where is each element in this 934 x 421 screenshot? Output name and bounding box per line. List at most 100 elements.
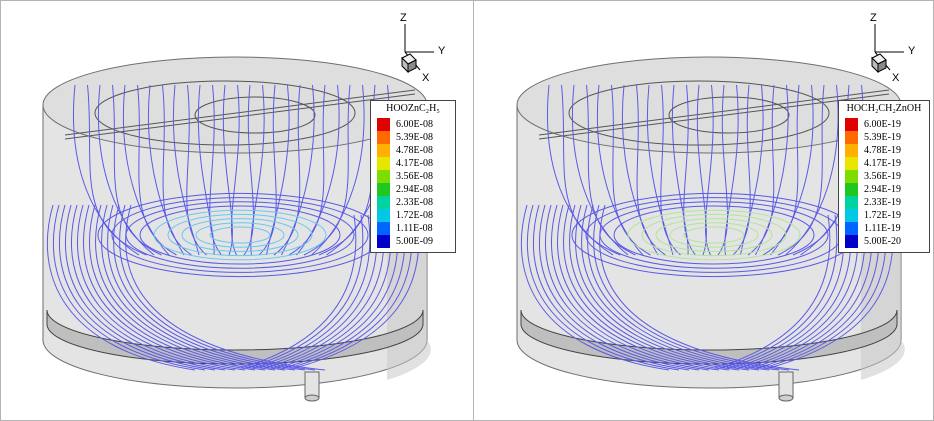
swirl-ring — [627, 209, 801, 261]
outlet-pipe — [304, 371, 320, 399]
streamline — [646, 84, 674, 256]
swirl-ring — [209, 226, 271, 244]
streamline — [95, 204, 276, 371]
streamline — [747, 84, 775, 256]
legend-value: 5.00E-09 — [396, 236, 433, 247]
legend-value: 5.39E-08 — [396, 132, 433, 143]
streamline — [125, 204, 326, 371]
axis-cube-front — [407, 59, 417, 73]
legend-level: 4.78E-08 — [371, 144, 455, 157]
streamline — [785, 84, 839, 256]
legend-swatch — [845, 170, 858, 183]
streamline — [252, 214, 371, 369]
streamline — [172, 84, 200, 256]
legend-level: 3.56E-19 — [839, 170, 929, 183]
streamline — [101, 204, 286, 371]
streamline — [70, 204, 236, 371]
legend-title: HOCH₂CH₂ZnOH — [846, 103, 922, 114]
legend-swatch — [377, 131, 390, 144]
contour-legend: HOCH₂CH₂ZnOH 6.00E-19 5.39E-19 4.78E-19 4.1… — [838, 100, 930, 253]
streamline — [732, 84, 751, 256]
streamline — [621, 84, 659, 256]
panel-divider — [473, 0, 474, 421]
legend-levels: 6.00E-08 5.39E-08 4.78E-08 4.17E-08 3.56E-08… — [371, 118, 455, 248]
legend-value: 1.72E-19 — [864, 210, 901, 221]
streamline — [119, 204, 316, 371]
streamline — [581, 204, 770, 371]
legend-swatch — [845, 235, 858, 248]
panel-right: Z Y X HOCH₂CH₂ZnOH 6.00E-19 5.39E-19 4.78E… — [474, 0, 934, 421]
streamline — [740, 84, 764, 256]
swirl-ring — [139, 205, 341, 265]
streamline — [288, 84, 326, 256]
streamline — [52, 204, 206, 371]
legend-value: 6.00E-08 — [396, 119, 433, 130]
streamline — [46, 204, 196, 371]
streamline — [593, 204, 790, 371]
streamline — [197, 84, 215, 256]
streamline — [720, 214, 838, 369]
vessel-streamline-view — [42, 56, 431, 402]
streamline — [557, 204, 730, 371]
legend-swatch — [845, 196, 858, 209]
x-axis-label: X — [422, 72, 430, 84]
legend-levels: 6.00E-19 5.39E-19 4.78E-19 4.17E-19 3.56E-19… — [839, 118, 929, 248]
streamline — [526, 204, 680, 371]
streamline — [571, 84, 629, 256]
legend-value: 2.33E-19 — [864, 197, 901, 208]
legend-level: 1.72E-08 — [371, 209, 455, 222]
legend-level: 1.11E-19 — [839, 222, 929, 235]
legend-level: 4.78E-19 — [839, 144, 929, 157]
legend-value: 3.56E-08 — [396, 171, 433, 182]
streamline — [209, 84, 222, 256]
legend-swatch — [845, 131, 858, 144]
streamline — [563, 204, 740, 371]
legend-level: 1.11E-08 — [371, 222, 455, 235]
streamline — [186, 84, 207, 256]
streamline — [544, 204, 710, 371]
legend-swatch — [845, 222, 858, 235]
lid-ring — [568, 80, 830, 146]
streamline — [83, 204, 256, 371]
lid-inner-ring — [194, 96, 316, 134]
legend-level: 2.33E-08 — [371, 196, 455, 209]
legend-swatch — [845, 157, 858, 170]
streamline — [683, 84, 696, 256]
y-axis-label: Y — [908, 45, 916, 57]
legend-level: 6.00E-19 — [839, 118, 929, 131]
swirl-ring — [111, 197, 369, 273]
x-axis-label: X — [892, 72, 900, 84]
z-axis-label: Z — [870, 12, 877, 24]
legend-swatch — [845, 118, 858, 131]
legend-level: 3.56E-08 — [371, 170, 455, 183]
legend-value: 4.17E-19 — [864, 158, 901, 169]
legend-level: 4.17E-19 — [839, 157, 929, 170]
streamline — [89, 204, 266, 371]
streamline — [311, 84, 365, 256]
legend-value: 6.00E-19 — [864, 119, 901, 130]
streamline — [296, 84, 340, 256]
legend-swatch — [377, 196, 390, 209]
streamline — [599, 204, 800, 371]
legend-swatch — [377, 209, 390, 222]
streamline — [532, 204, 690, 371]
swirl-ring — [195, 222, 285, 248]
vessel-streamline-view — [516, 56, 905, 402]
legend-level: 6.00E-08 — [371, 118, 455, 131]
legend-swatch — [377, 235, 390, 248]
streamline — [755, 84, 789, 256]
legend-value: 2.94E-19 — [864, 184, 901, 195]
swirl-ring — [153, 209, 327, 261]
legend-value: 1.11E-08 — [396, 223, 433, 234]
legend-value: 4.78E-19 — [864, 145, 901, 156]
axis-triad: Z Y X — [382, 10, 452, 90]
streamline — [64, 204, 226, 371]
streamline — [112, 84, 162, 256]
streamline — [246, 214, 364, 369]
legend-title: HOOZnC₂H₅ — [386, 103, 440, 114]
streamline — [586, 84, 636, 256]
legend-swatch — [845, 209, 858, 222]
legend-value: 4.17E-08 — [396, 158, 433, 169]
outlet-opening — [778, 394, 794, 402]
lid-ring — [94, 80, 356, 146]
